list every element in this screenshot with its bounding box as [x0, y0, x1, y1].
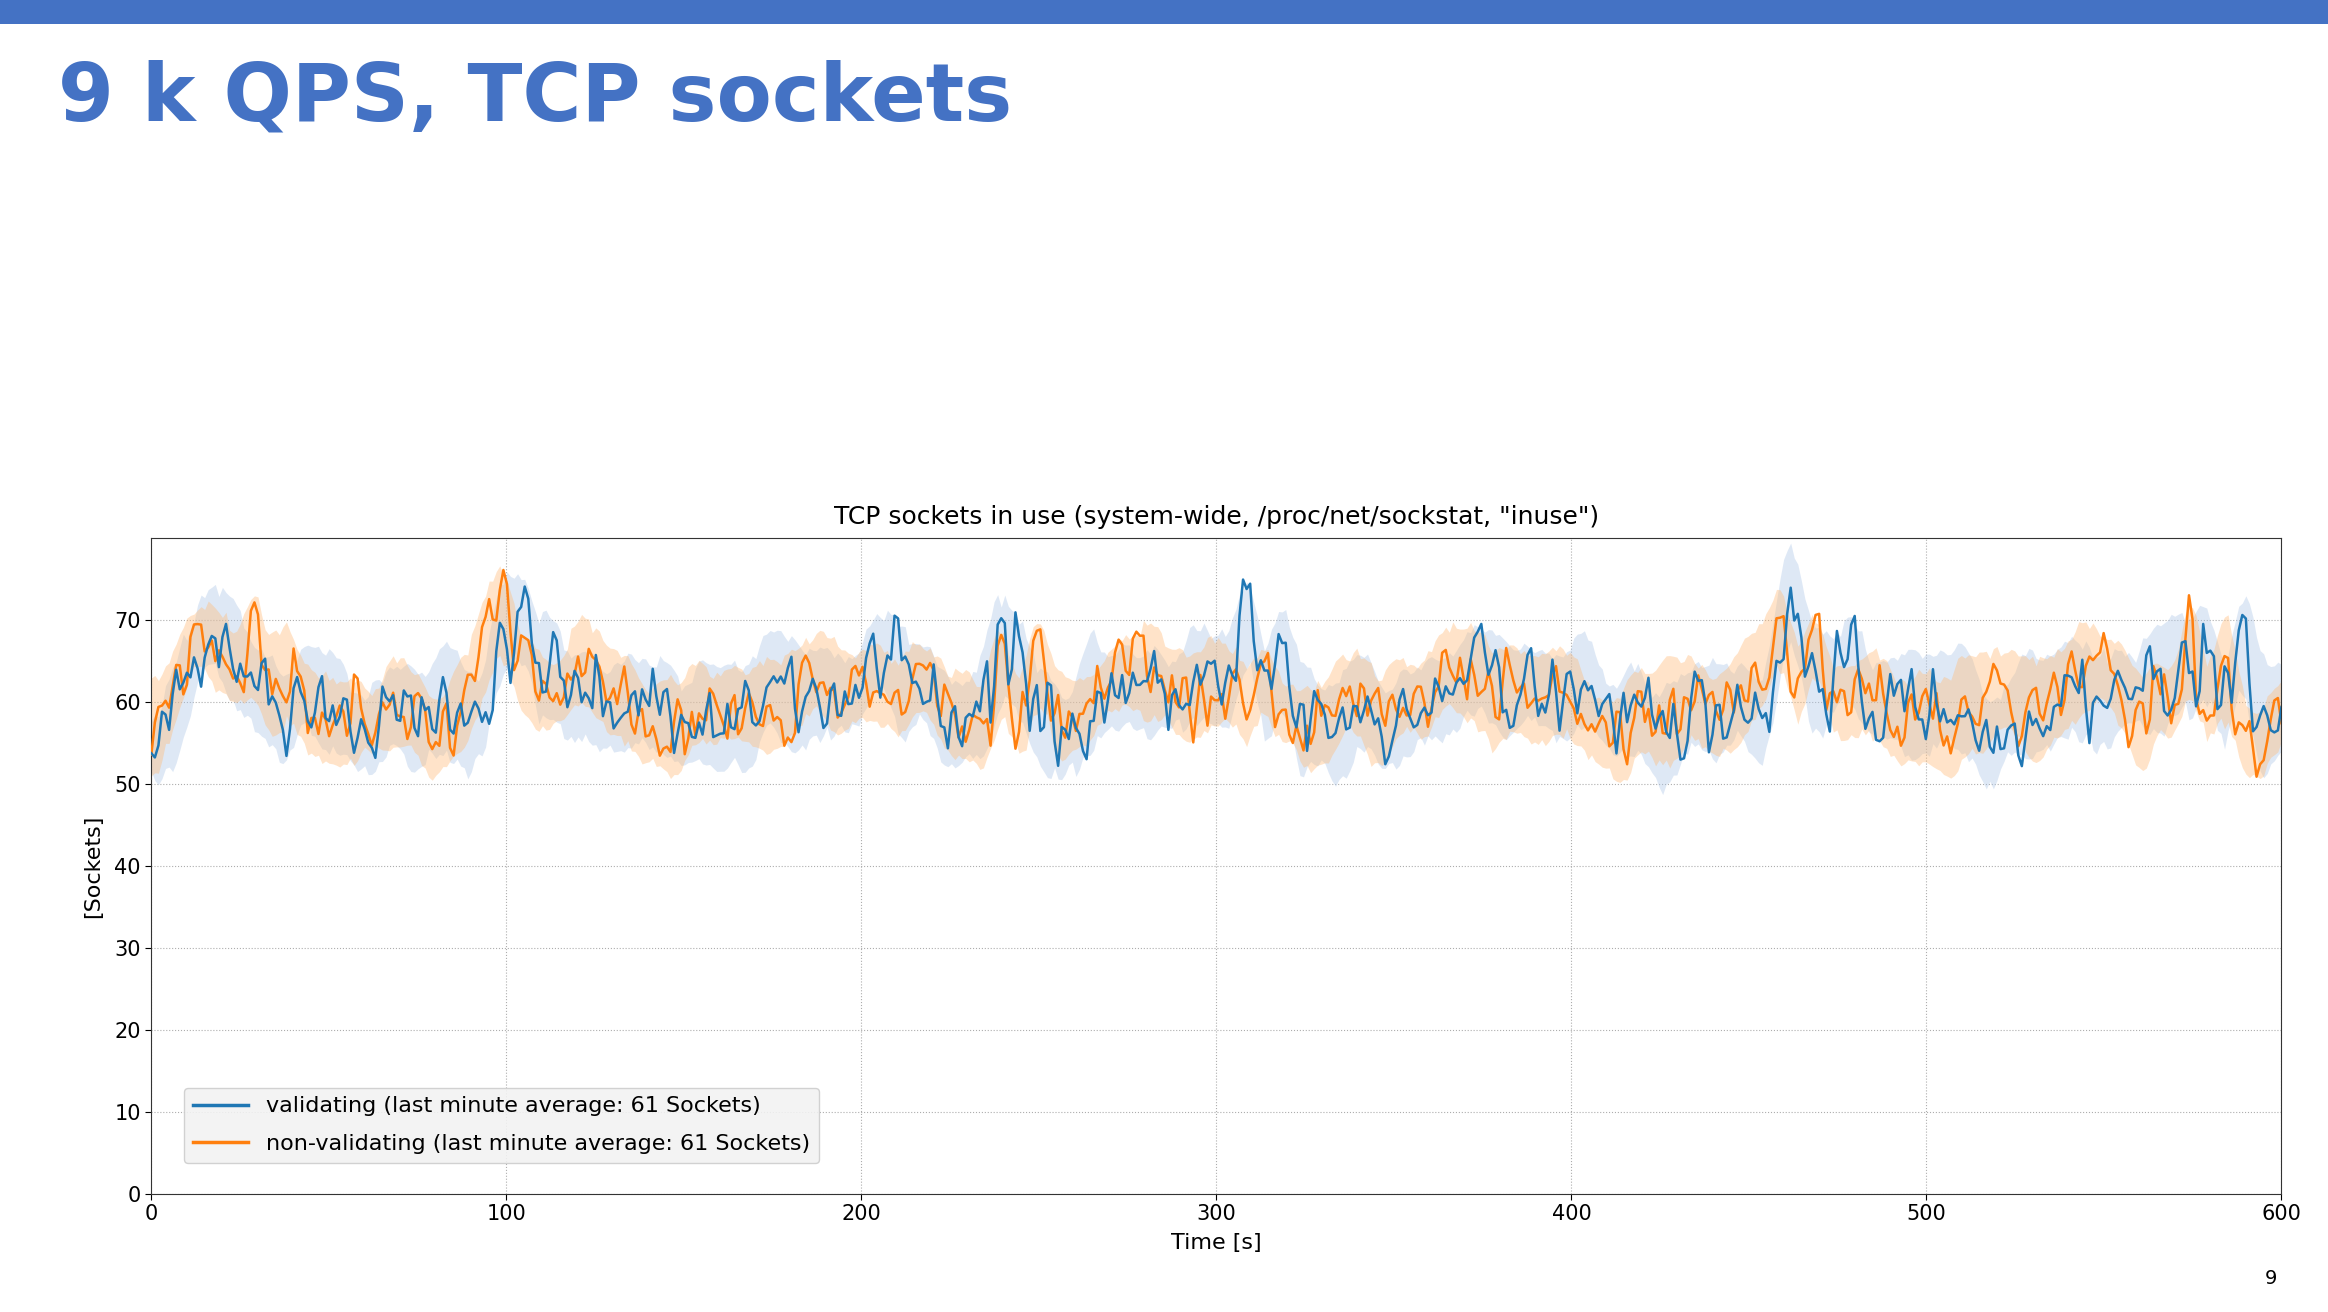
Title: TCP sockets in use (system-wide, /proc/net/sockstat, "inuse"): TCP sockets in use (system-wide, /proc/n…	[833, 505, 1599, 529]
Text: 9 k QPS, TCP sockets: 9 k QPS, TCP sockets	[58, 59, 1013, 136]
X-axis label: Time [s]: Time [s]	[1171, 1233, 1262, 1253]
Legend: validating (last minute average: 61 Sockets), non-validating (last minute averag: validating (last minute average: 61 Sock…	[184, 1088, 819, 1164]
Text: 9: 9	[2265, 1270, 2277, 1288]
Y-axis label: [Sockets]: [Sockets]	[84, 815, 102, 917]
